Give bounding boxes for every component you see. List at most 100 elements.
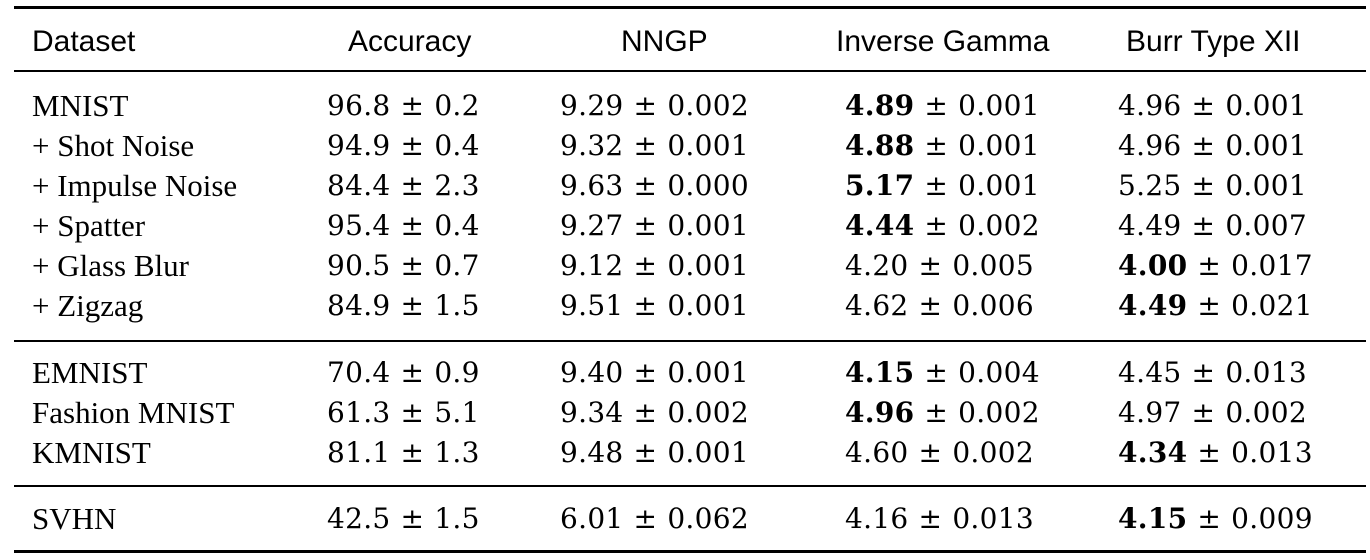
mean-value: 9.48: [560, 436, 624, 469]
mean-value: 4.88: [845, 129, 915, 162]
nngp-value: 6.01 ±0.062: [560, 499, 749, 539]
std-value: 0.001: [667, 249, 749, 282]
std-value: 0.001: [1225, 129, 1307, 162]
mean-value: 96.8: [327, 89, 391, 122]
burr-value: 4.34 ±0.013: [1118, 433, 1313, 473]
table-row: + Glass Blur 90.5 ±0.7 9.12 ±0.001 4.20 ±0.005…: [0, 246, 1370, 286]
mean-value: 4.15: [1118, 502, 1188, 535]
inverse-gamma-value: 4.15 ±0.004: [845, 353, 1040, 393]
dataset-name: + Impulse Noise: [32, 168, 238, 203]
group-rule-2: [14, 485, 1366, 487]
std-value: 0.013: [952, 502, 1034, 535]
accuracy-value: 94.9 ±0.4: [327, 126, 480, 166]
std-value: 0.001: [958, 129, 1040, 162]
std-value: 0.007: [1225, 209, 1307, 242]
std-value: 1.3: [434, 436, 480, 469]
plus-minus-symbol: ±: [633, 129, 658, 162]
inverse-gamma-value: 4.96 ±0.002: [845, 393, 1040, 433]
mean-value: 4.16: [845, 502, 909, 535]
std-value: 0.004: [958, 356, 1040, 389]
plus-minus-symbol: ±: [1197, 249, 1222, 282]
burr-value: 5.25 ±0.001: [1118, 166, 1307, 206]
dataset-name: MNIST: [32, 88, 129, 123]
mean-value: 61.3: [327, 396, 391, 429]
mean-value: 84.9: [327, 289, 391, 322]
accuracy-value: 81.1 ±1.3: [327, 433, 480, 473]
mean-value: 6.01: [560, 502, 624, 535]
mean-value: 4.62: [845, 289, 909, 322]
burr-value: 4.96 ±0.001: [1118, 126, 1307, 166]
plus-minus-symbol: ±: [400, 249, 425, 282]
dataset-name: + Zigzag: [32, 288, 144, 323]
accuracy-value: 84.9 ±1.5: [327, 286, 480, 326]
plus-minus-symbol: ±: [924, 209, 949, 242]
inverse-gamma-value: 4.16 ±0.013: [845, 499, 1034, 539]
plus-minus-symbol: ±: [1197, 289, 1222, 322]
table-row: + Shot Noise 94.9 ±0.4 9.32 ±0.001 4.88 ±0.001…: [0, 126, 1370, 166]
mean-value: 70.4: [327, 356, 391, 389]
plus-minus-symbol: ±: [400, 396, 425, 429]
mean-value: 4.15: [845, 356, 915, 389]
burr-value: 4.96 ±0.001: [1118, 86, 1307, 126]
dataset-name: + Shot Noise: [32, 128, 195, 163]
mean-value: 4.45: [1118, 356, 1182, 389]
plus-minus-symbol: ±: [1191, 396, 1216, 429]
mean-value: 9.32: [560, 129, 624, 162]
nngp-value: 9.48 ±0.001: [560, 433, 749, 473]
table-row: Fashion MNIST 61.3 ±5.1 9.34 ±0.002 4.96 ±0.00…: [0, 393, 1370, 433]
header-burr-type-xii: Burr Type XII: [1126, 25, 1301, 58]
mean-value: 4.49: [1118, 289, 1188, 322]
std-value: 0.002: [667, 396, 749, 429]
std-value: 1.5: [434, 502, 480, 535]
mean-value: 4.20: [845, 249, 909, 282]
plus-minus-symbol: ±: [400, 89, 425, 122]
dataset-name: EMNIST: [32, 355, 148, 390]
burr-value: 4.00 ±0.017: [1118, 246, 1313, 286]
inverse-gamma-value: 4.60 ±0.002: [845, 433, 1034, 473]
plus-minus-symbol: ±: [633, 169, 658, 202]
dataset-name: SVHN: [32, 501, 117, 536]
plus-minus-symbol: ±: [400, 502, 425, 535]
std-value: 0.001: [667, 209, 749, 242]
bottom-rule: [14, 550, 1366, 553]
plus-minus-symbol: ±: [633, 502, 658, 535]
dataset-name: + Spatter: [32, 208, 146, 243]
mean-value: 9.27: [560, 209, 624, 242]
plus-minus-symbol: ±: [400, 356, 425, 389]
std-value: 1.5: [434, 289, 480, 322]
std-value: 0.013: [1225, 356, 1307, 389]
plus-minus-symbol: ±: [924, 129, 949, 162]
std-value: 0.001: [1225, 89, 1307, 122]
accuracy-value: 61.3 ±5.1: [327, 393, 480, 433]
mean-value: 9.40: [560, 356, 624, 389]
std-value: 0.002: [958, 396, 1040, 429]
mean-value: 4.97: [1118, 396, 1182, 429]
std-value: 0.001: [667, 289, 749, 322]
std-value: 0.002: [958, 209, 1040, 242]
plus-minus-symbol: ±: [1191, 356, 1216, 389]
plus-minus-symbol: ±: [633, 89, 658, 122]
header-accuracy: Accuracy: [348, 25, 472, 58]
table-row: MNIST 96.8 ±0.2 9.29 ±0.002 4.89 ±0.001 4.96 ±0.…: [0, 86, 1370, 126]
mean-value: 4.96: [845, 396, 915, 429]
table-row: + Zigzag 84.9 ±1.5 9.51 ±0.001 4.62 ±0.006 4.49…: [0, 286, 1370, 326]
plus-minus-symbol: ±: [633, 289, 658, 322]
plus-minus-symbol: ±: [633, 436, 658, 469]
burr-value: 4.49 ±0.021: [1118, 286, 1313, 326]
std-value: 0.000: [667, 169, 749, 202]
plus-minus-symbol: ±: [1191, 169, 1216, 202]
inverse-gamma-value: 4.88 ±0.001: [845, 126, 1040, 166]
mean-value: 9.51: [560, 289, 624, 322]
dataset-name: KMNIST: [32, 435, 151, 470]
mean-value: 4.60: [845, 436, 909, 469]
std-value: 0.021: [1231, 289, 1313, 322]
header-rule: [14, 70, 1366, 72]
plus-minus-symbol: ±: [633, 396, 658, 429]
nngp-value: 9.34 ±0.002: [560, 393, 749, 433]
mean-value: 4.00: [1118, 249, 1188, 282]
burr-value: 4.45 ±0.013: [1118, 353, 1307, 393]
plus-minus-symbol: ±: [924, 89, 949, 122]
mean-value: 9.34: [560, 396, 624, 429]
header-row: Dataset Accuracy NNGP Inverse Gamma Burr…: [0, 22, 1370, 62]
table-row: SVHN 42.5 ±1.5 6.01 ±0.062 4.16 ±0.013 4.15 ±0.0…: [0, 499, 1370, 539]
